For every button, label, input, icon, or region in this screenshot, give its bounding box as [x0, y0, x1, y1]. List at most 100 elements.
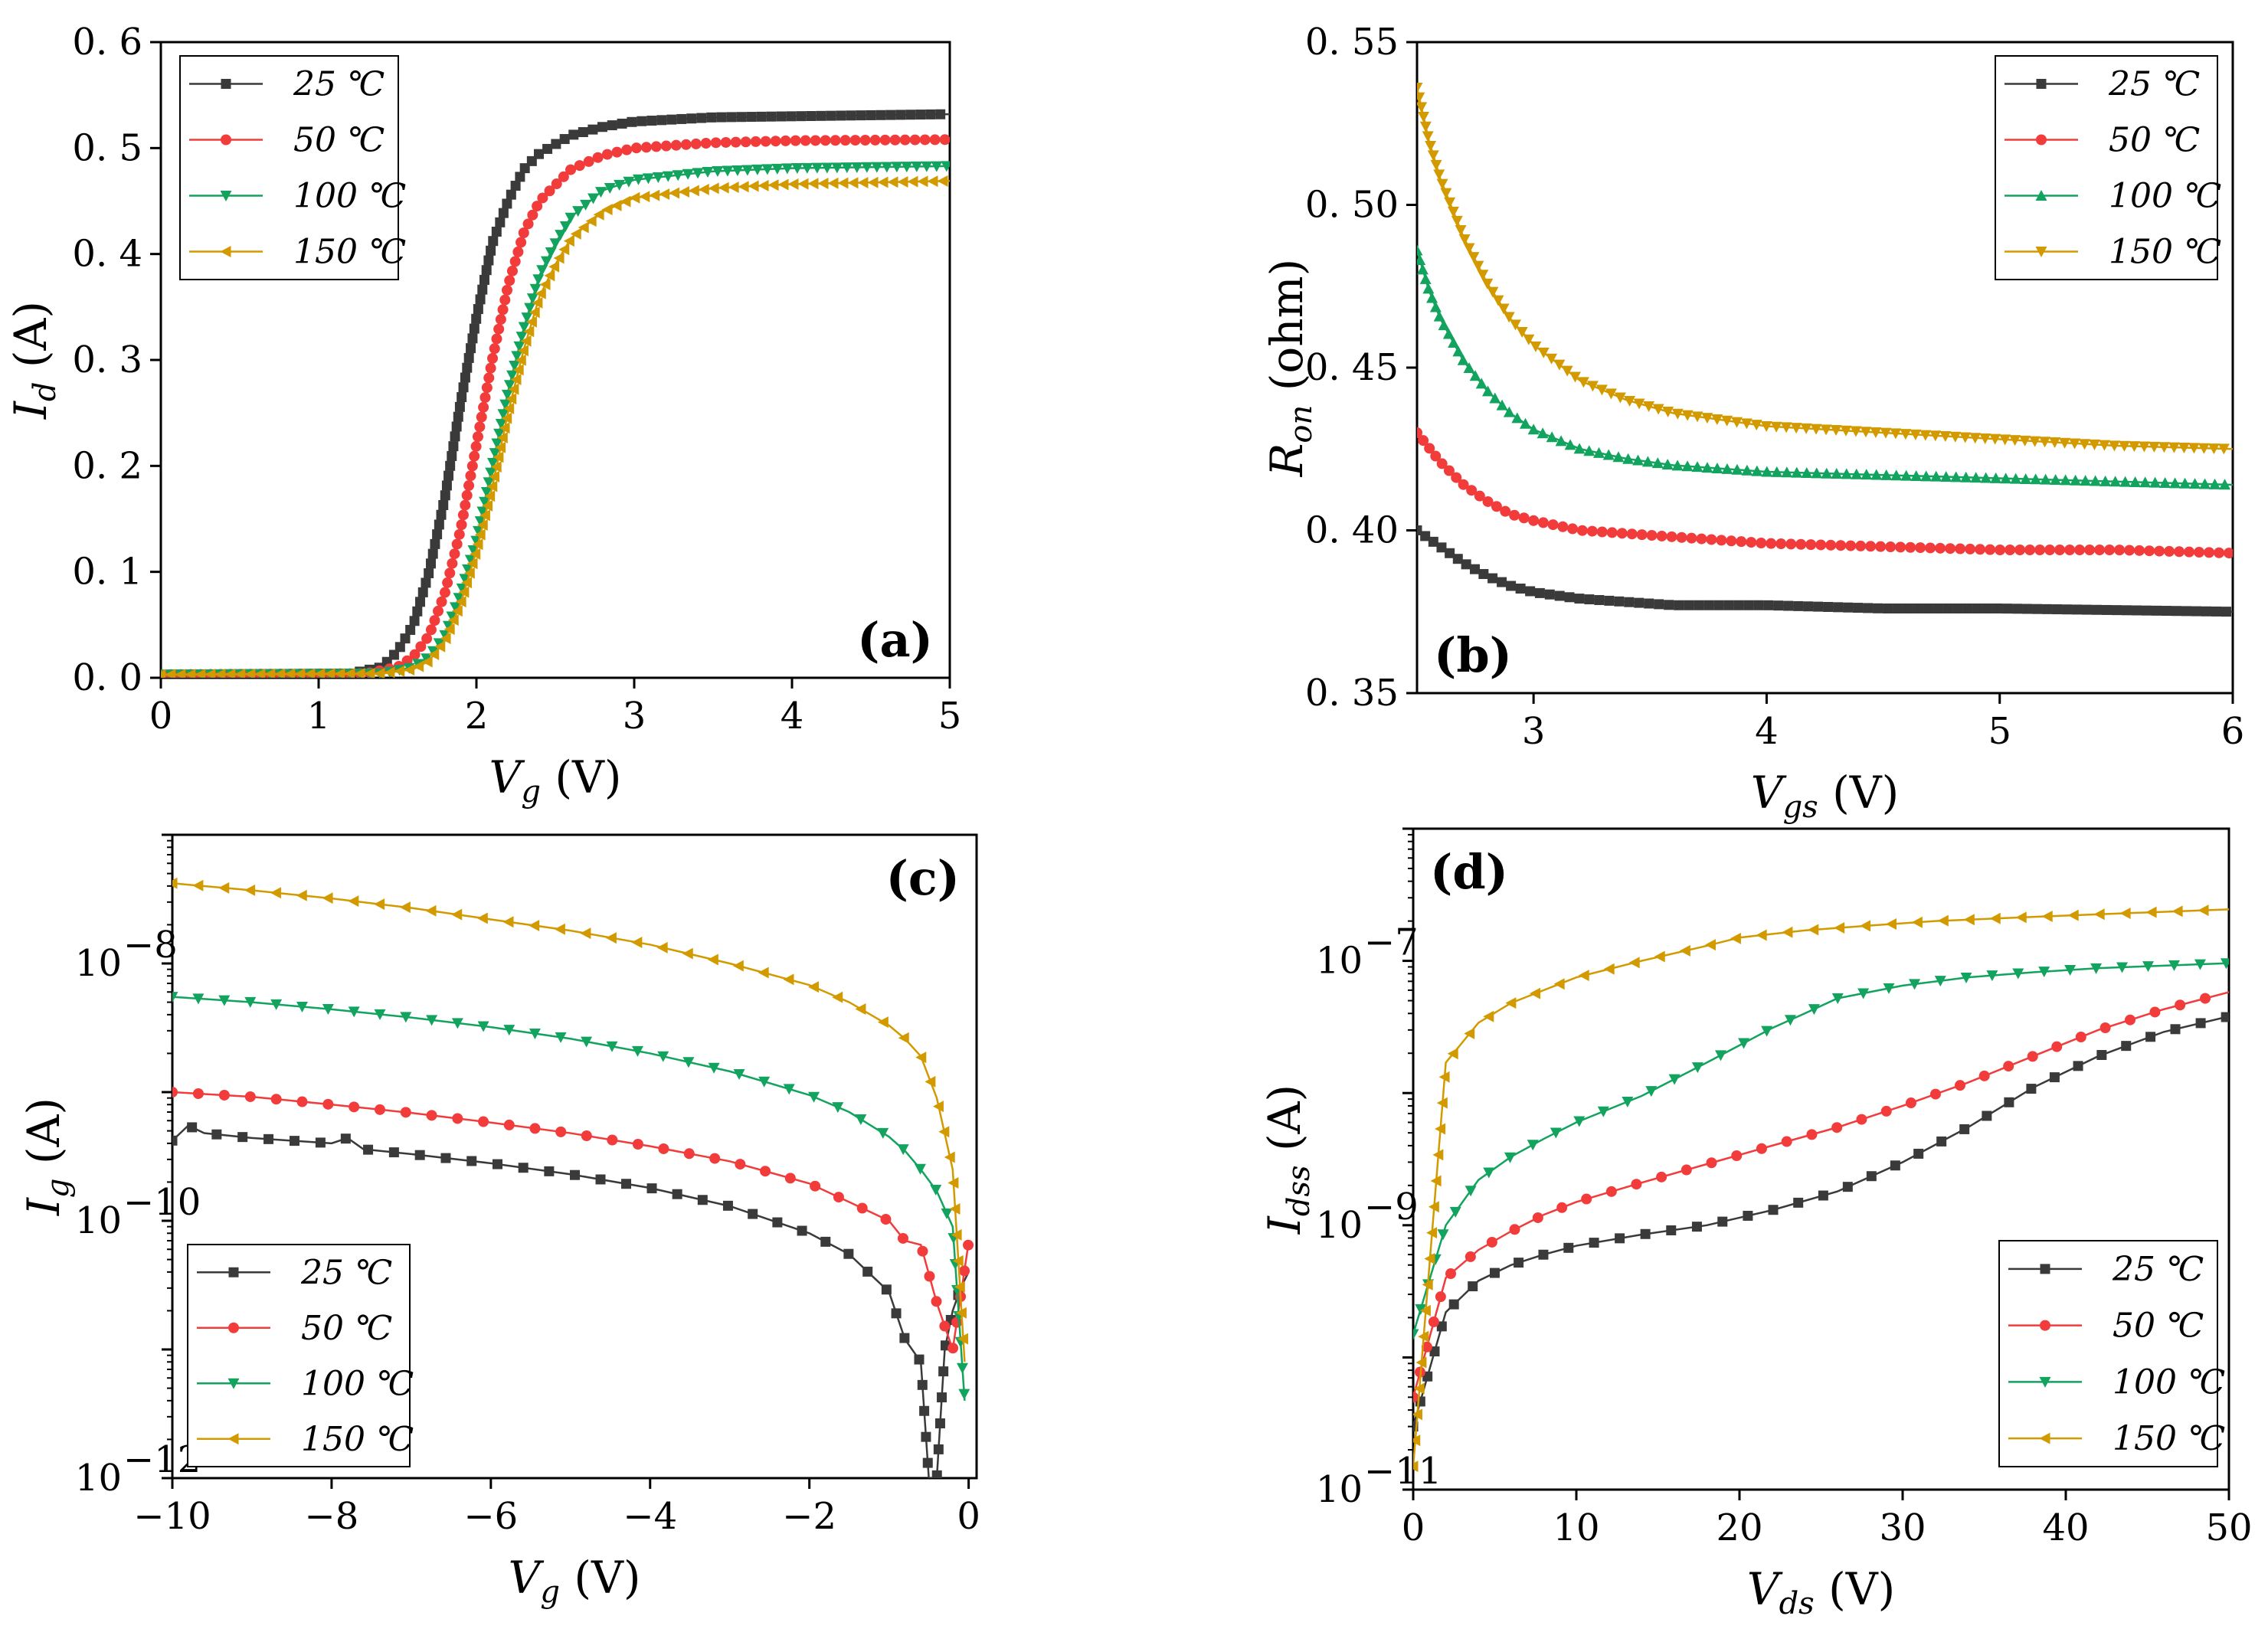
- legend-label: 50 ℃: [2113, 1307, 2204, 1346]
- data-point: [909, 134, 921, 146]
- data-point: [451, 908, 463, 921]
- data-point: [254, 668, 266, 678]
- data-point: [756, 111, 767, 122]
- data-point: [551, 178, 562, 190]
- data-point: [433, 605, 444, 617]
- data-point: [1963, 914, 1975, 926]
- data-point: [492, 1159, 502, 1169]
- data-point: [294, 668, 306, 678]
- data-point: [708, 1062, 720, 1074]
- data-point: [1841, 468, 1853, 479]
- data-point: [1440, 188, 1452, 199]
- data-point: [486, 457, 499, 469]
- data-point: [460, 499, 471, 511]
- data-point: [2070, 474, 2082, 486]
- data-point: [1920, 470, 1933, 482]
- data-point: [525, 316, 537, 328]
- data-point: [736, 112, 747, 123]
- data-point: [580, 199, 592, 211]
- data-point: [2119, 907, 2131, 919]
- data-point: [1465, 1251, 1476, 1262]
- data-point: [2072, 604, 2083, 615]
- legend-label: 50 ℃: [293, 121, 385, 160]
- data-point: [593, 208, 604, 221]
- data-point: [1554, 590, 1565, 601]
- data-point: [646, 116, 657, 126]
- y-axis-title: Ig (A): [18, 1097, 76, 1216]
- data-point: [165, 669, 176, 678]
- data-point: [449, 602, 461, 613]
- data-point: [930, 1185, 942, 1196]
- data-point: [938, 1366, 949, 1377]
- legend-label: 25 ℃: [2108, 65, 2200, 104]
- data-point: [1417, 427, 1422, 438]
- data-point: [2122, 605, 2132, 616]
- data-point: [2168, 442, 2180, 453]
- data-point: [539, 279, 551, 291]
- data-point: [1661, 458, 1674, 469]
- data-point: [466, 460, 478, 472]
- data-point: [518, 1163, 529, 1173]
- data-point: [650, 141, 662, 152]
- series-2: [1417, 427, 2233, 559]
- data-point: [1624, 396, 1636, 407]
- data-point: [1451, 472, 1462, 483]
- data-point: [621, 1179, 632, 1189]
- data-point: [1636, 529, 1648, 541]
- data-point: [2010, 473, 2022, 484]
- data-point: [450, 431, 460, 442]
- y-tick-label: 0. 0: [72, 656, 142, 699]
- data-point: [1433, 310, 1445, 322]
- data-point: [856, 1202, 868, 1214]
- data-point: [510, 374, 522, 386]
- data-point: [1773, 600, 1784, 611]
- data-point: [2075, 1032, 2086, 1043]
- legend-item: 100 ℃: [2008, 1362, 2225, 1402]
- data-point: [2175, 999, 2186, 1011]
- data-point: [413, 660, 424, 672]
- data-point: [515, 172, 525, 182]
- data-point: [833, 1192, 844, 1203]
- data-point: [451, 538, 463, 550]
- data-point: [2132, 605, 2142, 616]
- data-point: [587, 193, 600, 204]
- data-point: [1950, 471, 1962, 482]
- legend-label: 100 ℃: [293, 177, 406, 216]
- data-point: [712, 166, 724, 178]
- data-point: [544, 270, 555, 282]
- data-point: [2119, 476, 2132, 487]
- data-point: [2073, 1061, 2083, 1071]
- data-point: [2030, 473, 2042, 485]
- data-point: [678, 185, 689, 198]
- data-point: [503, 380, 515, 391]
- data-point: [2154, 545, 2165, 557]
- data-point: [1628, 957, 1640, 969]
- data-point: [570, 227, 581, 240]
- data-point: [503, 1025, 515, 1036]
- data-point: [1761, 466, 1773, 477]
- data-point: [867, 176, 879, 188]
- data-point: [1860, 427, 1872, 438]
- legend-marker: [2036, 134, 2047, 146]
- data-point: [460, 372, 470, 383]
- data-point: [1573, 1116, 1586, 1127]
- x-tick-label: 0: [149, 695, 173, 738]
- data-point: [1783, 600, 1794, 611]
- data-point: [314, 668, 326, 678]
- data-point: [832, 1102, 844, 1114]
- data-point: [578, 127, 588, 138]
- data-point: [1448, 1299, 1459, 1310]
- x-tick-label: −2: [782, 1495, 836, 1538]
- data-point: [1865, 541, 1877, 552]
- data-point: [483, 255, 494, 266]
- data-point: [877, 1127, 889, 1139]
- data-point: [1616, 528, 1628, 539]
- plot-frame: [1412, 827, 2230, 1491]
- data-point: [917, 175, 928, 188]
- data-point: [2174, 546, 2185, 558]
- legend-item: 25 ℃: [189, 65, 385, 104]
- data-point: [2129, 476, 2142, 487]
- data-point: [748, 1209, 758, 1219]
- data-point: [485, 467, 497, 479]
- data-point: [1711, 462, 1723, 473]
